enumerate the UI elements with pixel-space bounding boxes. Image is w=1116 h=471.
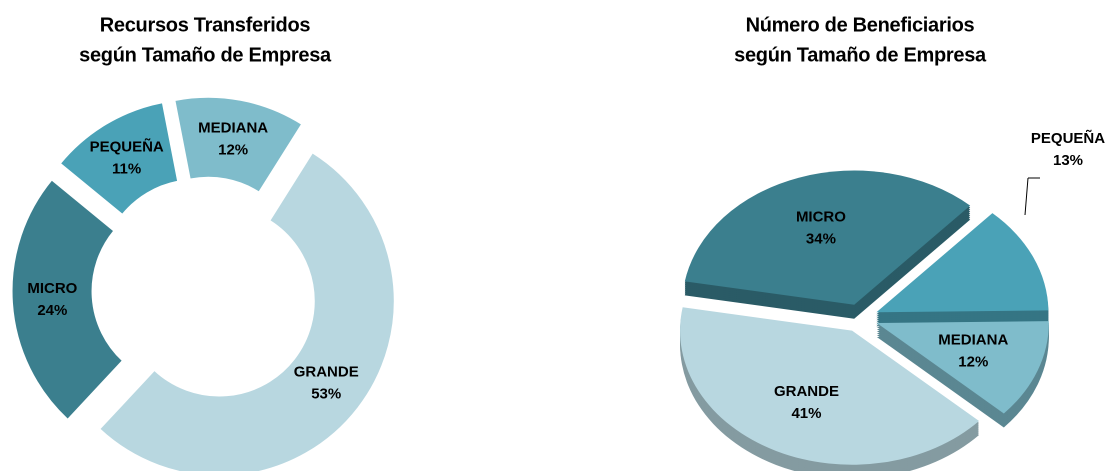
slice-label: MICRO — [27, 280, 77, 297]
slice-label: MEDIANA — [938, 332, 1008, 349]
slice-value: 13% — [1053, 152, 1083, 169]
donut-slice — [59, 102, 179, 215]
slice-label: PEQUEÑA — [1031, 129, 1105, 147]
slice-value: 12% — [958, 354, 988, 371]
slice-value: 53% — [311, 385, 341, 402]
donut-slice — [11, 179, 123, 420]
slice-label: MICRO — [796, 208, 846, 225]
leader-line — [1024, 177, 1029, 216]
pie-slice — [876, 321, 1049, 414]
chart-title: Número de Beneficiarios — [746, 14, 975, 36]
slice-label: MEDIANA — [198, 120, 268, 137]
chart-title: Recursos Transferidos — [100, 14, 311, 36]
slice-value: 11% — [112, 161, 141, 178]
pie-slice — [876, 213, 1049, 313]
chart-title: según Tamaño de Empresa — [734, 44, 987, 66]
pie-slice — [680, 307, 980, 465]
slice-value: 24% — [37, 302, 67, 319]
slice-label: GRANDE — [294, 363, 359, 380]
slice-value: 34% — [806, 230, 836, 247]
slice-value: 41% — [791, 405, 821, 422]
pie-slice — [684, 170, 971, 305]
donut-slice — [174, 96, 303, 193]
donut-slice — [99, 152, 395, 471]
slice-label: GRANDE — [774, 383, 839, 400]
chart-title: según Tamaño de Empresa — [79, 44, 332, 66]
slice-label: PEQUEÑA — [90, 138, 164, 156]
slice-value: 12% — [218, 142, 248, 159]
